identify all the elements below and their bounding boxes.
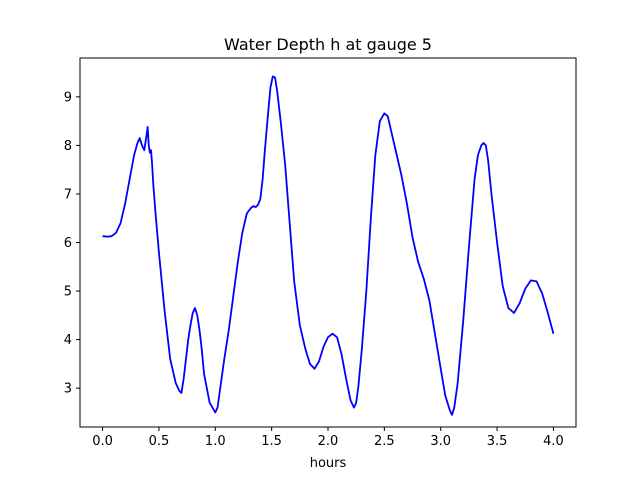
x-tick-label: 0.0 (92, 434, 113, 449)
series-layer (102, 75, 555, 416)
x-tick-label: 3.0 (430, 434, 451, 449)
x-tick-label: 4.0 (543, 434, 564, 449)
x-tick-label: 3.5 (487, 434, 508, 449)
plot-area-frame (79, 57, 577, 428)
x-axis-ticks: 0.0 0.5 1.0 1.5 2.0 2.5 3.0 3.5 4.0 (92, 427, 564, 449)
y-tick-label: 6 (64, 236, 72, 251)
x-tick-label: 1.0 (205, 434, 226, 449)
y-tick-label: 3 (64, 382, 72, 397)
series-line-0 (102, 75, 555, 416)
x-tick-label: 2.0 (318, 434, 339, 449)
y-tick-label: 9 (64, 90, 72, 105)
y-tick-label: 7 (64, 187, 72, 202)
chart-title: Water Depth h at gauge 5 (224, 35, 432, 54)
x-axis-label: hours (310, 456, 347, 471)
y-tick-label: 8 (64, 139, 72, 154)
y-tick-label: 4 (64, 333, 72, 348)
x-tick-label: 2.5 (374, 434, 395, 449)
x-tick-label: 0.5 (149, 434, 170, 449)
y-tick-label: 5 (64, 285, 72, 300)
x-tick-label: 1.5 (261, 434, 282, 449)
y-axis-ticks: 3 4 5 6 7 8 9 (64, 90, 80, 397)
